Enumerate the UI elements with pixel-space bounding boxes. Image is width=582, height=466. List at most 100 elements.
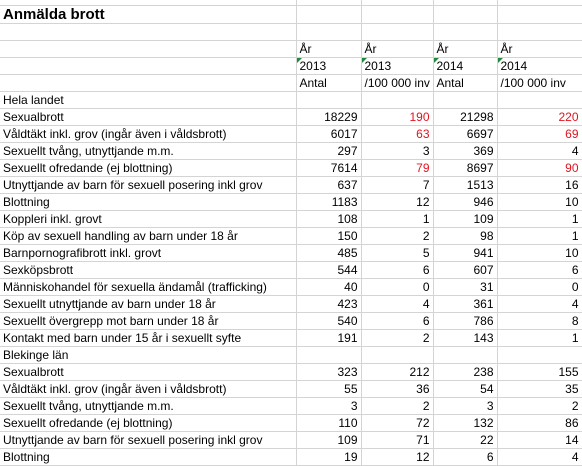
value-cell[interactable]: 4 bbox=[361, 295, 434, 313]
value-cell[interactable]: 4 bbox=[497, 448, 582, 466]
value-cell[interactable]: 607 bbox=[433, 261, 498, 279]
cell[interactable] bbox=[296, 0, 362, 6]
value-cell[interactable]: 35 bbox=[497, 380, 582, 398]
value-cell[interactable]: 12 bbox=[361, 448, 434, 466]
cell[interactable] bbox=[497, 346, 582, 364]
crime-label[interactable]: Sexuellt ofredande (ej blottning) bbox=[0, 414, 297, 432]
crime-label[interactable]: Utnyttjande av barn för sexuell posering… bbox=[0, 431, 297, 449]
value-cell[interactable]: 8 bbox=[497, 312, 582, 330]
value-cell[interactable]: 297 bbox=[296, 142, 362, 160]
value-cell[interactable]: 1183 bbox=[296, 193, 362, 211]
crime-label[interactable]: Sexuellt tvång, utnyttjande m.m. bbox=[0, 142, 297, 160]
cell[interactable] bbox=[0, 40, 297, 58]
value-cell[interactable]: 2 bbox=[361, 329, 434, 347]
value-cell[interactable]: 3 bbox=[361, 142, 434, 160]
cell[interactable] bbox=[433, 346, 498, 364]
value-cell[interactable]: 191 bbox=[296, 329, 362, 347]
value-cell[interactable]: 2 bbox=[497, 397, 582, 415]
region-label[interactable]: Blekinge län bbox=[0, 346, 297, 364]
value-cell[interactable]: 6 bbox=[361, 312, 434, 330]
header-unit[interactable]: Antal bbox=[296, 74, 362, 92]
cell[interactable] bbox=[296, 23, 362, 41]
value-cell[interactable]: 109 bbox=[296, 431, 362, 449]
value-cell[interactable]: 6017 bbox=[296, 125, 362, 143]
cell[interactable] bbox=[361, 91, 434, 109]
crime-label[interactable]: Våldtäkt inkl. grov (ingår även i våldsb… bbox=[0, 380, 297, 398]
value-cell[interactable]: 31 bbox=[433, 278, 498, 296]
value-cell[interactable]: 7 bbox=[361, 176, 434, 194]
cell[interactable] bbox=[296, 346, 362, 364]
header-year-value[interactable]: 2013 bbox=[296, 57, 362, 75]
value-cell[interactable]: 10 bbox=[497, 193, 582, 211]
crime-label[interactable]: Utnyttjande av barn för sexuell posering… bbox=[0, 176, 297, 194]
value-cell[interactable]: 1513 bbox=[433, 176, 498, 194]
value-cell[interactable]: 3 bbox=[433, 397, 498, 415]
value-cell[interactable]: 2 bbox=[361, 397, 434, 415]
crime-label[interactable]: Sexualbrott bbox=[0, 108, 297, 126]
value-cell[interactable]: 6697 bbox=[433, 125, 498, 143]
value-cell[interactable]: 109 bbox=[433, 210, 498, 228]
header-year[interactable]: År bbox=[433, 40, 498, 58]
value-cell[interactable]: 423 bbox=[296, 295, 362, 313]
value-cell[interactable]: 18229 bbox=[296, 108, 362, 126]
value-cell[interactable]: 6 bbox=[497, 261, 582, 279]
sheet-title[interactable]: Anmälda brott bbox=[0, 5, 297, 24]
value-cell[interactable]: 98 bbox=[433, 227, 498, 245]
crime-label[interactable]: Barnpornografibrott inkl. grovt bbox=[0, 244, 297, 262]
value-cell[interactable]: 16 bbox=[497, 176, 582, 194]
cell[interactable] bbox=[296, 5, 362, 24]
cell[interactable] bbox=[296, 91, 362, 109]
value-cell[interactable]: 150 bbox=[296, 227, 362, 245]
value-cell[interactable]: 485 bbox=[296, 244, 362, 262]
value-cell[interactable]: 323 bbox=[296, 363, 362, 381]
value-cell[interactable]: 2 bbox=[361, 227, 434, 245]
crime-label[interactable]: Människohandel för sexuella ändamål (tra… bbox=[0, 278, 297, 296]
crime-label[interactable]: Köp av sexuell handling av barn under 18… bbox=[0, 227, 297, 245]
value-cell[interactable]: 79 bbox=[361, 159, 434, 177]
value-cell[interactable]: 238 bbox=[433, 363, 498, 381]
value-cell[interactable]: 540 bbox=[296, 312, 362, 330]
value-cell[interactable]: 212 bbox=[361, 363, 434, 381]
header-unit[interactable]: /100 000 inv bbox=[497, 74, 582, 92]
value-cell[interactable]: 1 bbox=[361, 210, 434, 228]
value-cell[interactable]: 5 bbox=[361, 244, 434, 262]
value-cell[interactable]: 3 bbox=[296, 397, 362, 415]
value-cell[interactable]: 369 bbox=[433, 142, 498, 160]
value-cell[interactable]: 1 bbox=[497, 210, 582, 228]
header-unit[interactable]: Antal bbox=[433, 74, 498, 92]
crime-label[interactable]: Kontakt med barn under 15 år i sexuellt … bbox=[0, 329, 297, 347]
value-cell[interactable]: 86 bbox=[497, 414, 582, 432]
value-cell[interactable]: 220 bbox=[497, 108, 582, 126]
value-cell[interactable]: 55 bbox=[296, 380, 362, 398]
region-label[interactable]: Hela landet bbox=[0, 91, 297, 109]
value-cell[interactable]: 69 bbox=[497, 125, 582, 143]
cell[interactable] bbox=[361, 0, 434, 6]
value-cell[interactable]: 90 bbox=[497, 159, 582, 177]
value-cell[interactable]: 110 bbox=[296, 414, 362, 432]
value-cell[interactable]: 14 bbox=[497, 431, 582, 449]
value-cell[interactable]: 10 bbox=[497, 244, 582, 262]
value-cell[interactable]: 63 bbox=[361, 125, 434, 143]
value-cell[interactable]: 0 bbox=[497, 278, 582, 296]
value-cell[interactable]: 6 bbox=[433, 448, 498, 466]
header-year-value[interactable]: 2013 bbox=[361, 57, 434, 75]
value-cell[interactable]: 108 bbox=[296, 210, 362, 228]
header-year[interactable]: År bbox=[296, 40, 362, 58]
cell[interactable] bbox=[433, 5, 498, 24]
value-cell[interactable]: 7614 bbox=[296, 159, 362, 177]
cell[interactable] bbox=[497, 91, 582, 109]
crime-label[interactable]: Blottning bbox=[0, 193, 297, 211]
value-cell[interactable]: 19 bbox=[296, 448, 362, 466]
header-year[interactable]: År bbox=[497, 40, 582, 58]
cell[interactable] bbox=[0, 74, 297, 92]
value-cell[interactable]: 8697 bbox=[433, 159, 498, 177]
value-cell[interactable]: 786 bbox=[433, 312, 498, 330]
value-cell[interactable]: 54 bbox=[433, 380, 498, 398]
value-cell[interactable]: 22 bbox=[433, 431, 498, 449]
cell[interactable] bbox=[433, 0, 498, 6]
header-unit[interactable]: /100 000 inv bbox=[361, 74, 434, 92]
cell[interactable] bbox=[0, 23, 297, 41]
value-cell[interactable]: 946 bbox=[433, 193, 498, 211]
value-cell[interactable]: 143 bbox=[433, 329, 498, 347]
value-cell[interactable]: 155 bbox=[497, 363, 582, 381]
